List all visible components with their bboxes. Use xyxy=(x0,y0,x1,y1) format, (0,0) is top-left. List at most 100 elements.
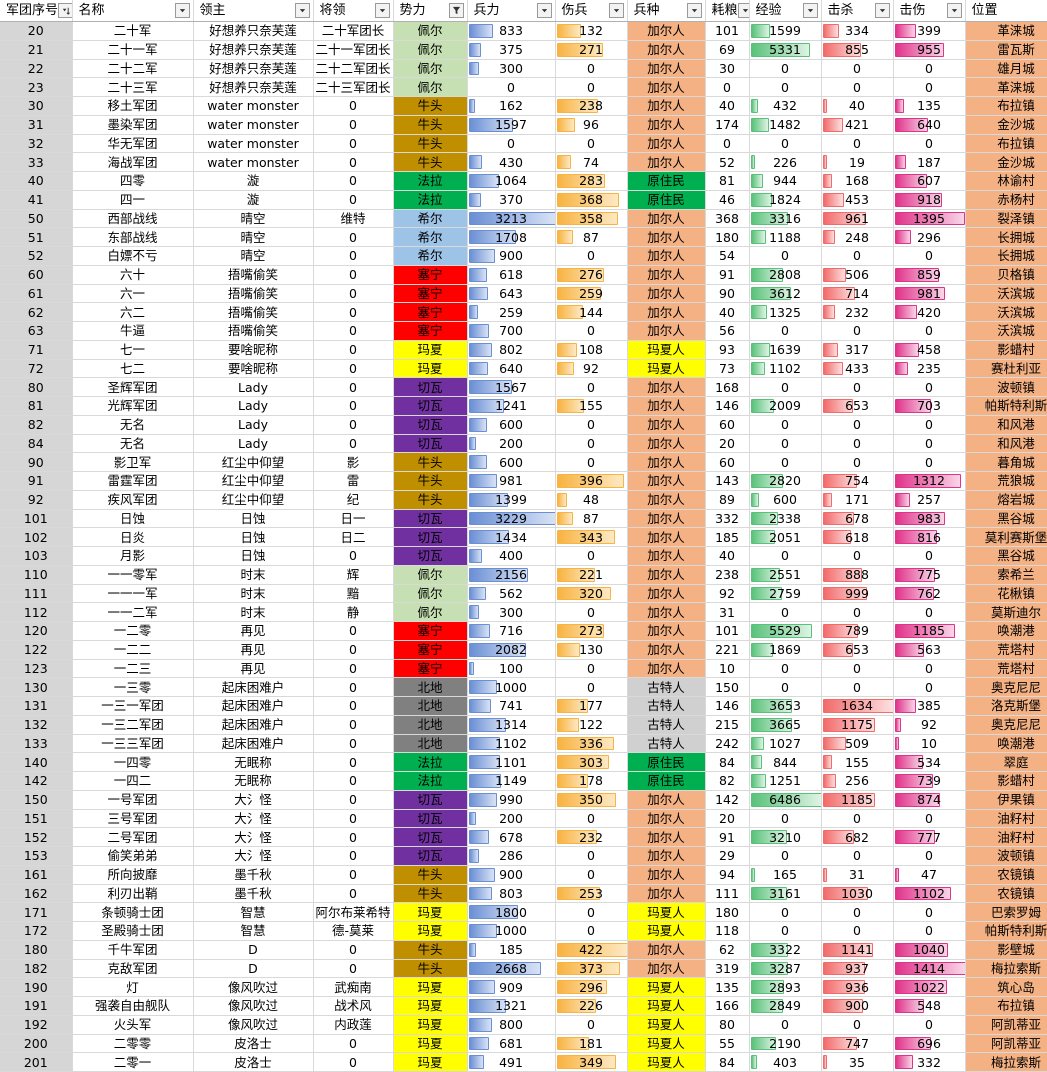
cell-grain[interactable]: 89 xyxy=(705,490,750,510)
cell-exp[interactable]: 0 xyxy=(749,677,822,697)
cell-lord[interactable]: 红尘中仰望 xyxy=(193,490,314,510)
header-lord[interactable]: 领主 xyxy=(193,0,314,22)
dropdown-arrow-icon[interactable] xyxy=(374,3,390,18)
cell-kills[interactable]: 0 xyxy=(821,602,894,622)
cell-grain[interactable]: 242 xyxy=(705,734,750,754)
cell-injured[interactable]: 0 xyxy=(893,677,966,697)
cell-general[interactable]: 0 xyxy=(313,359,394,379)
cell-injured[interactable]: 918 xyxy=(893,190,966,210)
cell-kills[interactable]: 453 xyxy=(821,190,894,210)
cell-grain[interactable]: 143 xyxy=(705,471,750,491)
cell-grain[interactable]: 30 xyxy=(705,59,750,79)
cell-wounded[interactable]: 181 xyxy=(555,1034,628,1054)
cell-legion-id[interactable]: 151 xyxy=(0,809,73,829)
cell-lord[interactable]: 好想养只奈芙莲 xyxy=(193,77,314,97)
cell-exp[interactable]: 2051 xyxy=(749,527,822,547)
cell-legion-id[interactable]: 161 xyxy=(0,865,73,885)
cell-faction[interactable]: 牛头 xyxy=(393,884,468,904)
cell-kills[interactable]: 888 xyxy=(821,565,894,585)
cell-grain[interactable]: 56 xyxy=(705,321,750,341)
cell-location[interactable]: 奥克尼尼 xyxy=(965,715,1047,735)
cell-exp[interactable]: 2820 xyxy=(749,471,822,491)
cell-troop-type[interactable]: 原住民 xyxy=(627,171,706,191)
cell-kills[interactable]: 256 xyxy=(821,771,894,791)
cell-troop-type[interactable]: 玛夏人 xyxy=(627,921,706,941)
cell-name[interactable]: 灯 xyxy=(72,977,194,997)
cell-grain[interactable]: 29 xyxy=(705,846,750,866)
cell-injured[interactable]: 874 xyxy=(893,790,966,810)
cell-general[interactable]: 0 xyxy=(313,752,394,772)
cell-exp[interactable]: 1482 xyxy=(749,115,822,135)
cell-kills[interactable]: 0 xyxy=(821,246,894,266)
cell-kills[interactable]: 1141 xyxy=(821,940,894,960)
cell-faction[interactable]: 牛头 xyxy=(393,959,468,979)
cell-general[interactable]: 0 xyxy=(313,809,394,829)
dropdown-arrow-icon[interactable] xyxy=(174,3,190,18)
cell-exp[interactable]: 3161 xyxy=(749,884,822,904)
cell-general[interactable]: 0 xyxy=(313,96,394,116)
cell-grain[interactable]: 101 xyxy=(705,21,750,41)
cell-grain[interactable]: 319 xyxy=(705,959,750,979)
cell-troops[interactable]: 259 xyxy=(467,302,556,322)
cell-location[interactable]: 革涞城 xyxy=(965,77,1047,97)
cell-name[interactable]: 一一零军 xyxy=(72,565,194,585)
cell-location[interactable]: 黑谷城 xyxy=(965,509,1047,529)
cell-grain[interactable]: 31 xyxy=(705,602,750,622)
cell-grain[interactable]: 93 xyxy=(705,340,750,360)
cell-general[interactable]: 二十三军团长 xyxy=(313,77,394,97)
cell-general[interactable]: 日一 xyxy=(313,509,394,529)
cell-injured[interactable]: 0 xyxy=(893,77,966,97)
cell-kills[interactable]: 0 xyxy=(821,59,894,79)
cell-injured[interactable]: 1040 xyxy=(893,940,966,960)
cell-exp[interactable]: 0 xyxy=(749,321,822,341)
cell-grain[interactable]: 62 xyxy=(705,940,750,960)
cell-troop-type[interactable]: 玛夏人 xyxy=(627,359,706,379)
cell-troop-type[interactable]: 加尔人 xyxy=(627,959,706,979)
cell-wounded[interactable]: 144 xyxy=(555,302,628,322)
cell-grain[interactable]: 221 xyxy=(705,640,750,660)
cell-kills[interactable]: 653 xyxy=(821,396,894,416)
cell-lord[interactable]: 晴空 xyxy=(193,209,314,229)
cell-troops[interactable]: 900 xyxy=(467,246,556,266)
cell-legion-id[interactable]: 101 xyxy=(0,509,73,529)
cell-injured[interactable]: 0 xyxy=(893,434,966,454)
cell-injured[interactable]: 0 xyxy=(893,59,966,79)
cell-general[interactable]: 0 xyxy=(313,790,394,810)
cell-location[interactable]: 巴索罗姆 xyxy=(965,902,1047,922)
cell-location[interactable]: 唤潮港 xyxy=(965,734,1047,754)
cell-kills[interactable]: 433 xyxy=(821,359,894,379)
cell-exp[interactable]: 0 xyxy=(749,377,822,397)
cell-faction[interactable]: 切瓦 xyxy=(393,827,468,847)
cell-exp[interactable]: 0 xyxy=(749,602,822,622)
cell-general[interactable]: 0 xyxy=(313,396,394,416)
cell-injured[interactable]: 0 xyxy=(893,452,966,472)
cell-troop-type[interactable]: 加尔人 xyxy=(627,790,706,810)
cell-location[interactable]: 莫利赛斯堡 xyxy=(965,527,1047,547)
cell-general[interactable]: 雷 xyxy=(313,471,394,491)
cell-exp[interactable]: 0 xyxy=(749,809,822,829)
cell-exp[interactable]: 0 xyxy=(749,59,822,79)
cell-troop-type[interactable]: 加尔人 xyxy=(627,396,706,416)
cell-injured[interactable]: 187 xyxy=(893,152,966,172)
cell-lord[interactable]: 墨千秋 xyxy=(193,865,314,885)
cell-kills[interactable]: 506 xyxy=(821,265,894,285)
cell-name[interactable]: 圣殿骑士团 xyxy=(72,921,194,941)
cell-faction[interactable]: 塞宁 xyxy=(393,321,468,341)
cell-injured[interactable]: 981 xyxy=(893,284,966,304)
header-name[interactable]: 名称 xyxy=(72,0,194,22)
cell-kills[interactable]: 1175 xyxy=(821,715,894,735)
cell-injured[interactable]: 640 xyxy=(893,115,966,135)
cell-exp[interactable]: 403 xyxy=(749,1052,822,1072)
cell-general[interactable]: 0 xyxy=(313,434,394,454)
cell-kills[interactable]: 961 xyxy=(821,209,894,229)
cell-name[interactable]: 影卫军 xyxy=(72,452,194,472)
dropdown-arrow-icon[interactable] xyxy=(874,3,890,18)
cell-lord[interactable]: 红尘中仰望 xyxy=(193,471,314,491)
cell-troop-type[interactable]: 加尔人 xyxy=(627,59,706,79)
cell-general[interactable]: 二十军团长 xyxy=(313,21,394,41)
cell-kills[interactable]: 1185 xyxy=(821,790,894,810)
cell-wounded[interactable]: 0 xyxy=(555,846,628,866)
cell-troop-type[interactable]: 加尔人 xyxy=(627,940,706,960)
cell-location[interactable]: 洛克斯堡 xyxy=(965,696,1047,716)
cell-lord[interactable]: 大氵怪 xyxy=(193,809,314,829)
